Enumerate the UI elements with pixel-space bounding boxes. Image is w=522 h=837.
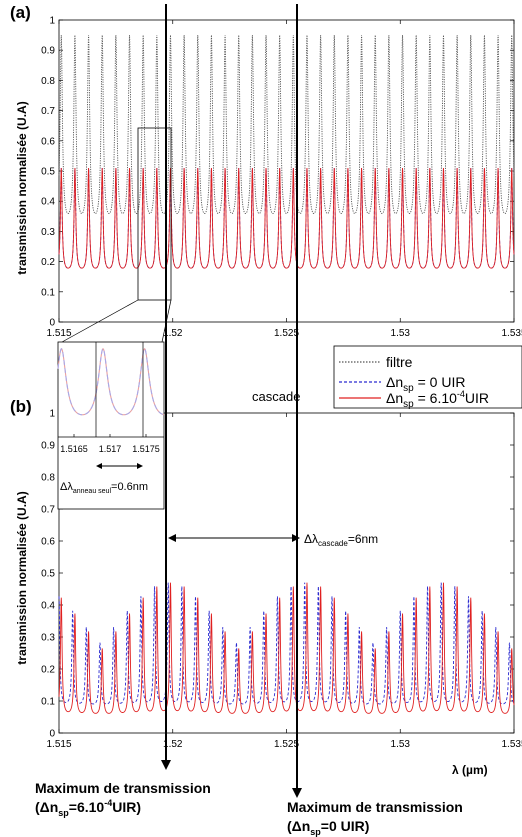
inset-tick-label-3: 1.5175 — [132, 444, 160, 454]
delta-ring-arrowhead-left — [96, 463, 102, 469]
y-tick-label: 0.4 — [41, 601, 55, 612]
y-tick-label: 0.9 — [41, 46, 55, 57]
marker-arrowhead-dn0 — [292, 788, 302, 798]
series-line-b-0 — [58, 582, 515, 705]
legend-filtre-label: filtre — [386, 354, 413, 370]
panel-b-y-axis-label: transmission normalisée (U.A) — [15, 491, 29, 664]
y-tick-label: 0.9 — [41, 441, 55, 452]
x-tick-label: 1.525 — [274, 739, 299, 750]
x-tick-label: 1.52 — [163, 739, 183, 750]
panel-a-label: (a) — [10, 3, 31, 22]
inset-box — [57, 341, 165, 510]
max-dn0-line2: (Δnsp=0 UIR) — [287, 818, 369, 837]
y-tick-label: 0 — [49, 729, 55, 740]
series-line-a-2 — [58, 167, 515, 269]
panel-a: 00.10.20.30.40.50.60.70.80.91 1.515 1.52 1… — [10, 3, 522, 343]
inset-curve-1 — [57, 348, 165, 416]
delta-cascade-arrowhead-left — [168, 534, 176, 542]
legend-dn6-label: Δnsp = 6.10-4UIR — [386, 389, 489, 410]
x-tick-label: 1.515 — [46, 328, 71, 339]
y-tick-label: 0.8 — [41, 76, 55, 87]
y-tick-label: 0.6 — [41, 537, 55, 548]
x-axis-label: λ (µm) — [452, 763, 488, 777]
y-tick-label: 0.3 — [41, 227, 55, 238]
x-tick-label: 1.53 — [391, 328, 411, 339]
y-tick-label: 0.4 — [41, 197, 55, 208]
delta-ring-label: Δλanneau seul=0.6nm — [60, 481, 148, 495]
x-tick-label: 1.515 — [46, 739, 71, 750]
inset-tick-label-2: 1.517 — [99, 444, 122, 454]
x-tick-label: 1.535 — [501, 739, 522, 750]
legend-dn0-label: Δnsp = 0 UIR — [386, 374, 465, 394]
panel-b-x-ticks: 1.515 1.52 1.525 1.53 1.535 — [46, 413, 522, 750]
y-tick-label: 0.1 — [41, 697, 55, 708]
panel-a-axes-box — [58, 19, 515, 323]
zoom-rectangle — [137, 127, 172, 301]
zoom-inset: 1.5165 1.517 1.5175 Δλanneau seul=0.6nm — [57, 341, 165, 510]
y-tick-label: 0.3 — [41, 633, 55, 644]
legend: filtre Δnsp = 0 UIR Δnsp = 6.10-4UIR — [333, 345, 522, 410]
delta-cascade-label: Δλcascade=6nm — [304, 532, 378, 548]
y-tick-label: 0.8 — [41, 473, 55, 484]
panel-b-label: (b) — [10, 397, 32, 416]
x-tick-label: 1.535 — [501, 328, 522, 339]
delta-ring-arrowhead-right — [137, 463, 143, 469]
y-tick-label: 0.5 — [41, 569, 55, 580]
y-tick-label: 0.6 — [41, 136, 55, 147]
cascade-label: cascade — [252, 389, 300, 404]
y-tick-label: 0.5 — [41, 167, 55, 178]
max-dn6-line2: (Δnsp=6.10-4UIR) — [35, 798, 141, 818]
panel-b-series — [58, 582, 515, 714]
y-tick-label: 0 — [49, 318, 55, 329]
zoom-connector-left — [61, 299, 139, 343]
y-tick-label: 1 — [49, 409, 55, 420]
y-tick-label: 0.7 — [41, 106, 55, 117]
max-dn6-line1: Maximum de transmission — [35, 780, 211, 796]
x-tick-label: 1.53 — [391, 739, 411, 750]
annotations: Maximum de transmission (Δnsp=6.10-4UIR)… — [35, 4, 463, 837]
y-tick-label: 1 — [49, 16, 55, 27]
x-tick-label: 1.525 — [274, 328, 299, 339]
series-line-b-1 — [58, 582, 515, 714]
series-line-a-0 — [58, 35, 515, 215]
panel-a-series — [58, 35, 515, 269]
x-tick-label: 1.52 — [163, 328, 183, 339]
y-tick-label: 0.2 — [41, 257, 55, 268]
inset-curves — [57, 348, 165, 416]
marker-arrowhead-dn6 — [161, 760, 171, 770]
panel-a-x-ticks: 1.515 1.52 1.525 1.53 1.535 — [46, 20, 522, 339]
y-tick-label: 0.2 — [41, 665, 55, 676]
y-tick-label: 0.1 — [41, 287, 55, 298]
max-dn0-line1: Maximum de transmission — [287, 799, 463, 815]
y-tick-label: 0.7 — [41, 505, 55, 516]
panel-a-y-axis-label: transmission normalisée (U.A) — [15, 101, 29, 274]
inset-tick-label-1: 1.5165 — [60, 444, 88, 454]
